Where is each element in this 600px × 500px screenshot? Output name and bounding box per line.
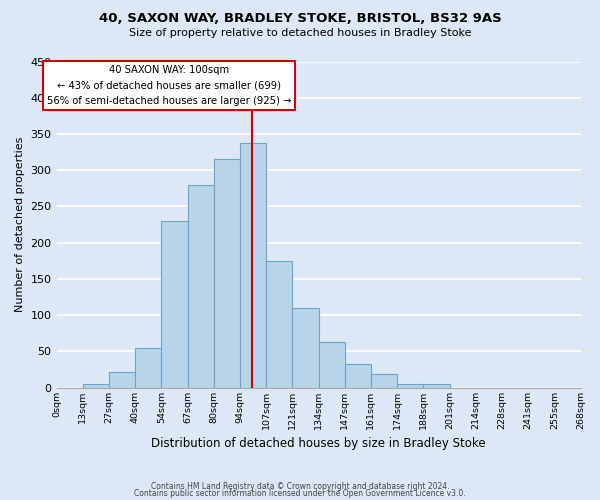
- Bar: [161, 221, 188, 388]
- Text: Size of property relative to detached houses in Bradley Stoke: Size of property relative to detached ho…: [129, 28, 471, 38]
- Bar: [109, 372, 135, 388]
- Bar: [135, 348, 161, 388]
- Bar: [319, 342, 345, 388]
- Bar: [424, 384, 449, 388]
- Bar: [292, 308, 319, 388]
- Bar: [214, 158, 240, 388]
- Y-axis label: Number of detached properties: Number of detached properties: [15, 137, 25, 312]
- Bar: [188, 184, 214, 388]
- Bar: [266, 260, 292, 388]
- Text: 40, SAXON WAY, BRADLEY STOKE, BRISTOL, BS32 9AS: 40, SAXON WAY, BRADLEY STOKE, BRISTOL, B…: [98, 12, 502, 26]
- Bar: [83, 384, 109, 388]
- X-axis label: Distribution of detached houses by size in Bradley Stoke: Distribution of detached houses by size …: [151, 437, 486, 450]
- Bar: [240, 142, 266, 388]
- Text: Contains public sector information licensed under the Open Government Licence v3: Contains public sector information licen…: [134, 488, 466, 498]
- Text: Contains HM Land Registry data © Crown copyright and database right 2024.: Contains HM Land Registry data © Crown c…: [151, 482, 449, 491]
- Bar: [371, 374, 397, 388]
- Bar: [345, 364, 371, 388]
- Bar: [397, 384, 424, 388]
- Text: 40 SAXON WAY: 100sqm
← 43% of detached houses are smaller (699)
56% of semi-deta: 40 SAXON WAY: 100sqm ← 43% of detached h…: [47, 65, 292, 106]
